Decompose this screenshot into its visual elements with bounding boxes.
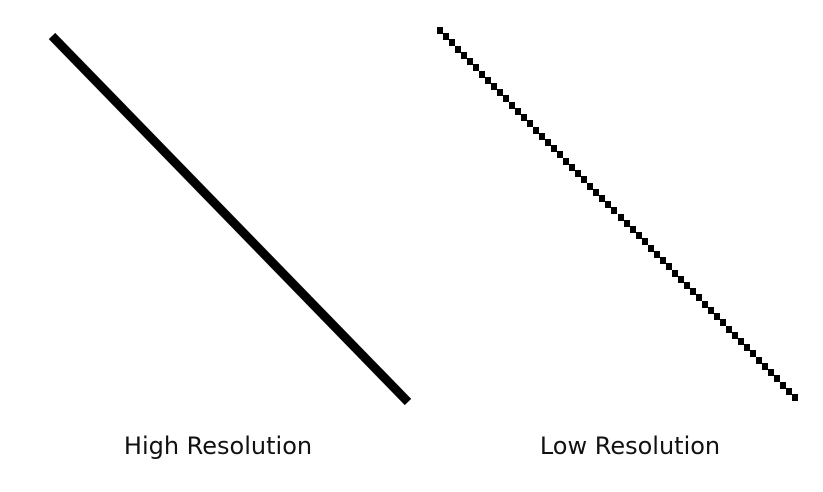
pixel-block xyxy=(545,139,551,146)
pixel-block xyxy=(642,238,648,245)
pixel-block xyxy=(575,170,581,177)
pixel-block xyxy=(648,245,654,252)
pixel-block xyxy=(786,388,792,395)
low-resolution-line xyxy=(437,27,798,401)
pixel-block xyxy=(792,394,798,401)
pixel-block xyxy=(443,33,449,40)
pixel-block xyxy=(497,89,503,96)
pixel-block xyxy=(714,313,720,320)
pixel-block xyxy=(587,183,593,190)
pixel-block xyxy=(630,226,636,233)
pixel-block xyxy=(461,52,467,59)
pixel-block xyxy=(527,120,533,127)
pixel-block xyxy=(551,145,557,152)
pixel-block xyxy=(437,27,443,34)
pixel-block xyxy=(599,195,605,202)
pixel-block xyxy=(593,189,599,196)
pixel-block xyxy=(515,108,521,115)
pixel-block xyxy=(726,326,732,333)
pixel-block xyxy=(449,39,455,46)
pixel-block xyxy=(732,332,738,339)
pixel-block xyxy=(605,201,611,208)
pixel-block xyxy=(563,158,569,165)
pixel-block xyxy=(581,176,587,183)
pixel-block xyxy=(569,164,575,171)
pixel-block xyxy=(780,382,786,389)
pixel-block xyxy=(750,350,756,357)
pixel-block xyxy=(479,71,485,78)
pixel-block xyxy=(660,257,666,264)
pixel-block xyxy=(557,151,563,158)
pixel-block xyxy=(533,127,539,134)
pixel-block xyxy=(672,270,678,277)
low-resolution-caption: Low Resolution xyxy=(539,432,721,460)
pixel-block xyxy=(636,232,642,239)
pixel-block xyxy=(738,338,744,345)
pixel-block xyxy=(702,301,708,308)
pixel-block xyxy=(762,363,768,370)
pixel-block xyxy=(455,46,461,53)
pixel-block xyxy=(696,294,702,301)
pixel-block xyxy=(521,114,527,121)
pixel-block xyxy=(539,133,545,140)
pixel-block xyxy=(720,319,726,326)
pixel-block xyxy=(624,220,630,227)
pixel-block xyxy=(491,83,497,90)
pixel-block xyxy=(744,344,750,351)
pixel-block xyxy=(708,307,714,314)
pixel-block xyxy=(503,95,509,102)
pixel-block xyxy=(774,375,780,382)
pixel-block xyxy=(756,357,762,364)
pixel-block xyxy=(467,58,473,65)
pixel-block xyxy=(666,263,672,270)
pixel-block xyxy=(611,207,617,214)
pixel-block xyxy=(485,77,491,84)
pixel-block xyxy=(684,282,690,289)
pixel-block xyxy=(473,64,479,71)
high-resolution-caption: High Resolution xyxy=(123,432,313,460)
pixel-block xyxy=(509,102,515,109)
pixel-block xyxy=(690,288,696,295)
pixel-block xyxy=(618,214,624,221)
high-resolution-line xyxy=(48,32,412,406)
pixel-block xyxy=(768,369,774,376)
pixel-block xyxy=(654,251,660,258)
pixel-block xyxy=(678,276,684,283)
